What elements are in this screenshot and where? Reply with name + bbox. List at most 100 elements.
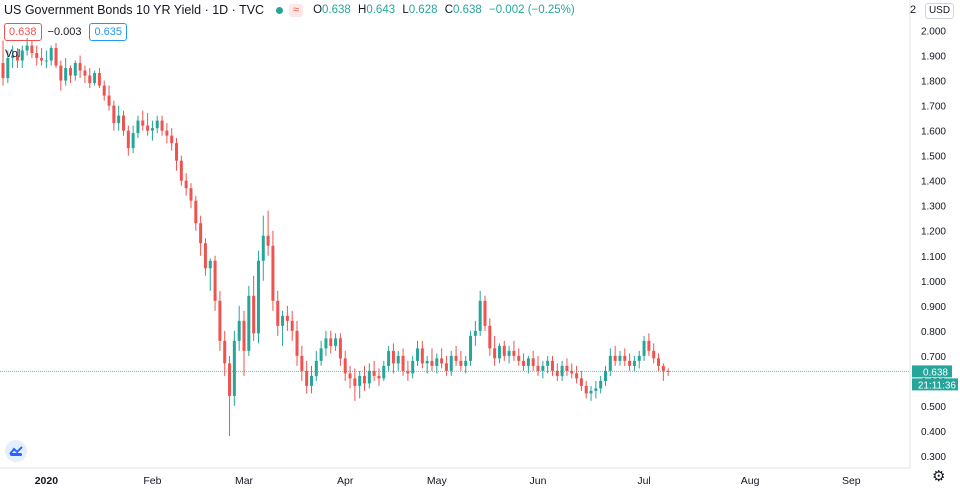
candle-body: [179, 160, 183, 181]
candle-body: [623, 355, 627, 361]
close-value: 0.638: [453, 4, 482, 16]
candle-body: [550, 360, 554, 371]
candle-body: [391, 350, 395, 364]
candle-body: [579, 378, 583, 386]
candle-body: [44, 60, 48, 62]
candle-body: [155, 120, 159, 129]
candle-body: [343, 358, 347, 374]
candle-body: [194, 200, 198, 224]
candle-body: [11, 55, 15, 59]
candle-body: [334, 338, 338, 346]
tradingview-logo-icon[interactable]: [5, 440, 27, 462]
candle-body: [223, 340, 227, 364]
candle-body: [657, 358, 661, 366]
price-axis[interactable]: 2.000 1.900 1.800 1.700 1.600 1.500 1.400 1.300…: [909, 0, 946, 468]
candle-body: [160, 120, 164, 131]
candle-body: [97, 73, 101, 86]
candle-body: [285, 315, 289, 321]
axis-top-label: 2: [910, 4, 917, 16]
candle-body: [594, 388, 598, 391]
y-tick-label: 0.800: [921, 327, 946, 338]
candle-body: [59, 65, 63, 81]
candle-body: [68, 68, 72, 76]
candle-body: [281, 315, 285, 326]
candle-body: [440, 358, 444, 364]
symbol-header: US Government Bonds 10 YR Yield · 1D · T…: [4, 3, 579, 17]
x-tick-label: Jul: [637, 475, 650, 487]
candle-body: [497, 345, 501, 359]
candle-body: [136, 120, 140, 134]
candle-body: [507, 350, 511, 356]
candle-body: [122, 115, 125, 131]
currency-button[interactable]: USD: [925, 3, 954, 19]
candle-body: [488, 325, 492, 349]
candle-body: [54, 48, 58, 66]
candle-body: [112, 105, 116, 124]
candle-body: [416, 348, 420, 361]
candle-body: [411, 360, 415, 374]
candle-body: [199, 223, 203, 244]
candle-body: [406, 370, 410, 374]
x-tick-label: 2020: [35, 475, 59, 487]
candle-body: [444, 363, 448, 371]
volume-legend[interactable]: Vol: [5, 48, 21, 60]
x-tick-label: May: [427, 475, 448, 487]
cloud-logo-icon: [9, 446, 23, 456]
candle-body: [536, 365, 540, 371]
candle-body: [435, 358, 439, 366]
candle-body: [517, 355, 521, 361]
symbol-title[interactable]: US Government Bonds 10 YR Yield · 1D · T…: [4, 3, 265, 17]
candle-body: [203, 243, 207, 269]
bid-button[interactable]: 0.638: [4, 23, 42, 41]
x-tick-label: Sep: [842, 475, 861, 487]
candle-body: [237, 320, 241, 341]
settings-gear-icon[interactable]: ⚙: [932, 468, 946, 485]
candle-body: [618, 355, 622, 361]
candle-body: [175, 143, 179, 161]
candle-body: [348, 373, 352, 379]
time-axis[interactable]: 2020 Feb Mar Apr May Jun Jul Aug Sep: [0, 467, 910, 487]
candle-body: [372, 370, 376, 376]
y-tick-label: 1.200: [921, 227, 946, 238]
y-tick-label: 1.900: [921, 52, 946, 63]
candle-body: [107, 95, 111, 106]
candle-body: [232, 340, 236, 396]
y-tick-label: 1.400: [921, 177, 946, 188]
candle-body: [353, 378, 357, 386]
y-tick-label: 1.600: [921, 127, 946, 138]
candle-body: [150, 128, 154, 131]
close-label: C: [444, 4, 454, 16]
candle-body: [363, 375, 366, 384]
candle-body: [338, 338, 342, 359]
candle-body: [430, 360, 434, 366]
candle-body: [30, 45, 34, 54]
spread-value: −0.003: [47, 26, 82, 38]
y-tick-label: 1.300: [921, 202, 946, 213]
candle-body: [449, 355, 453, 371]
candle-body: [652, 350, 656, 359]
candle-body: [560, 365, 564, 376]
candle-body: [73, 63, 77, 76]
y-tick-label: 1.800: [921, 77, 946, 88]
candle-body: [256, 260, 260, 334]
candle-body: [131, 133, 135, 149]
high-value: 0.643: [366, 4, 396, 16]
candle-body: [473, 330, 477, 336]
ask-button[interactable]: 0.635: [89, 23, 128, 41]
y-tick-label: 1.500: [921, 152, 946, 163]
candle-body: [228, 363, 232, 396]
candle-body: [589, 390, 593, 394]
candle-body: [252, 295, 256, 334]
candle-body: [49, 48, 53, 61]
candle-body: [367, 370, 371, 384]
candle-body: [526, 358, 530, 366]
last-price-badge: [912, 365, 952, 378]
y-tick-label: 0.700: [921, 352, 946, 363]
candle-body: [141, 120, 145, 126]
candle-body: [20, 50, 24, 61]
candle-body: [88, 75, 92, 84]
candle-body: [170, 135, 174, 144]
ohlc-readout: O0.638 H0.643 L0.628 C0.638 −0.002 (−0.2…: [313, 4, 579, 16]
candle-body: [189, 188, 193, 201]
